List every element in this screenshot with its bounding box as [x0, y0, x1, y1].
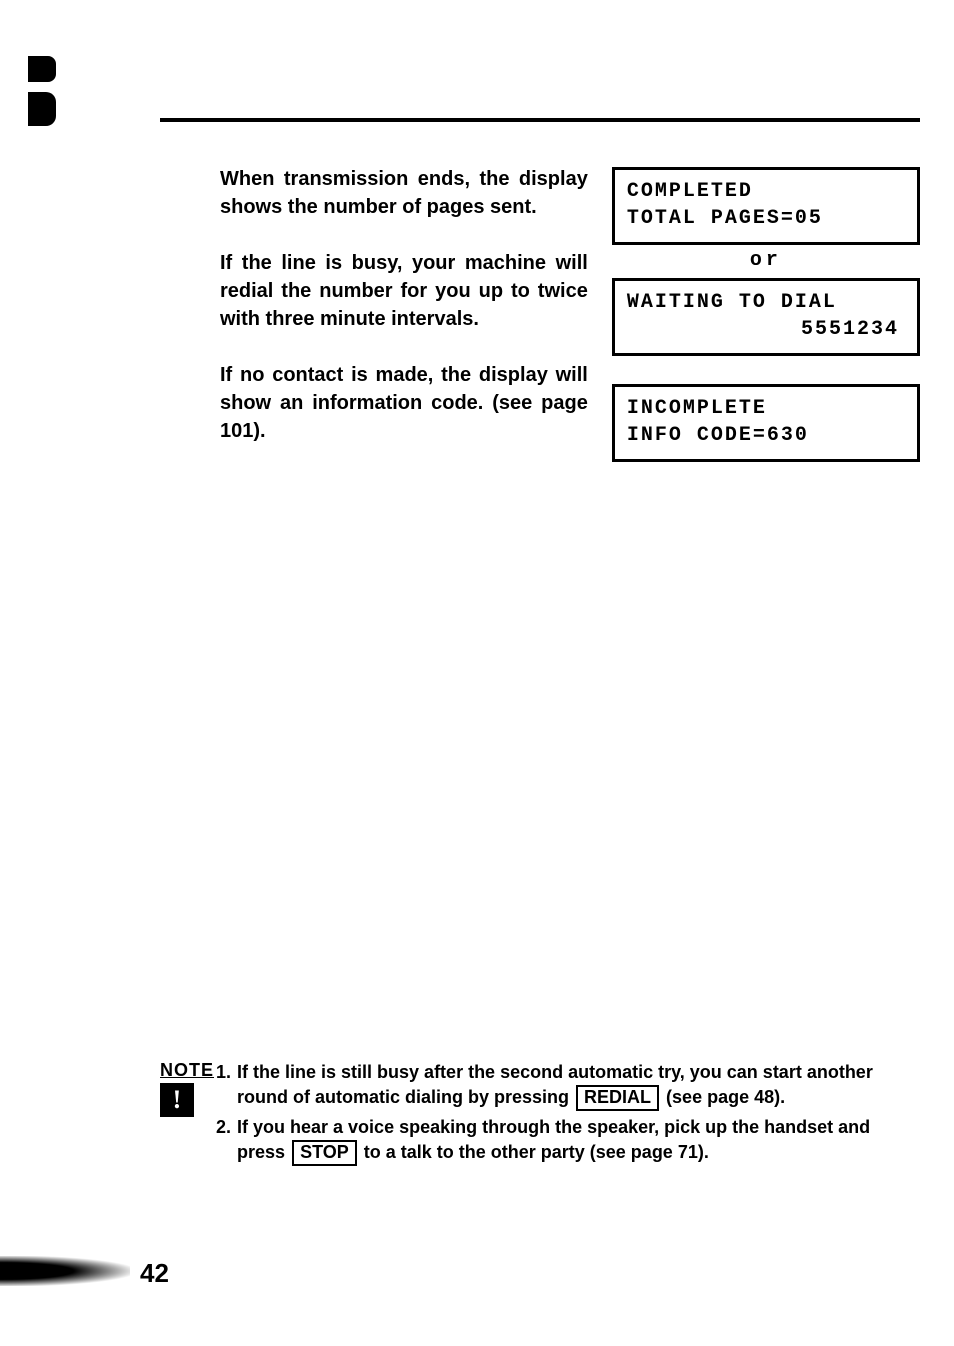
key-label-redial: REDIAL	[576, 1085, 659, 1111]
page-number: 42	[140, 1258, 169, 1289]
note-post: to a talk to the other party (see page 7…	[359, 1142, 709, 1162]
paragraph: If the line is busy, your machine will r…	[220, 249, 588, 333]
note-post: (see page 48).	[661, 1087, 785, 1107]
paragraph: When transmission ends, the display show…	[220, 165, 588, 221]
note-number: 1.	[216, 1060, 231, 1111]
note-marker-column: NOTE !	[160, 1060, 206, 1117]
key-label-stop: STOP	[292, 1140, 357, 1166]
lcd-line: COMPLETED	[627, 178, 905, 205]
exclamation-icon: !	[160, 1083, 194, 1117]
note-text: If you hear a voice speaking through the…	[237, 1115, 920, 1166]
note-item: 1. If the line is still busy after the s…	[216, 1060, 920, 1111]
scan-artifact	[0, 1256, 130, 1286]
lcd-display-waiting: WAITING TO DIAL 5551234	[612, 278, 920, 356]
note-list: 1. If the line is still busy after the s…	[216, 1060, 920, 1170]
lcd-display-incomplete: INCOMPLETE INFO CODE=630	[612, 384, 920, 462]
note-text: If the line is still busy after the seco…	[237, 1060, 920, 1111]
or-separator: or	[612, 245, 920, 278]
scan-artifact	[28, 56, 56, 82]
lcd-line: WAITING TO DIAL	[627, 289, 905, 316]
scan-artifact	[28, 92, 56, 126]
note-heading: NOTE	[160, 1060, 206, 1081]
note-number: 2.	[216, 1115, 231, 1166]
lcd-line: INCOMPLETE	[627, 395, 905, 422]
lcd-display-completed: COMPLETED TOTAL PAGES=05	[612, 167, 920, 245]
lcd-line: TOTAL PAGES=05	[627, 205, 905, 232]
note-section: NOTE ! 1. If the line is still busy afte…	[160, 1060, 920, 1170]
display-examples-column: COMPLETED TOTAL PAGES=05 or WAITING TO D…	[612, 165, 920, 473]
lcd-line: 5551234	[627, 316, 905, 343]
note-item: 2. If you hear a voice speaking through …	[216, 1115, 920, 1166]
paragraph: If no contact is made, the display will …	[220, 361, 588, 445]
main-content: When transmission ends, the display show…	[220, 165, 920, 473]
horizontal-rule	[160, 118, 920, 122]
body-text-column: When transmission ends, the display show…	[220, 165, 588, 473]
spacer	[612, 356, 920, 384]
lcd-line: INFO CODE=630	[627, 422, 905, 449]
